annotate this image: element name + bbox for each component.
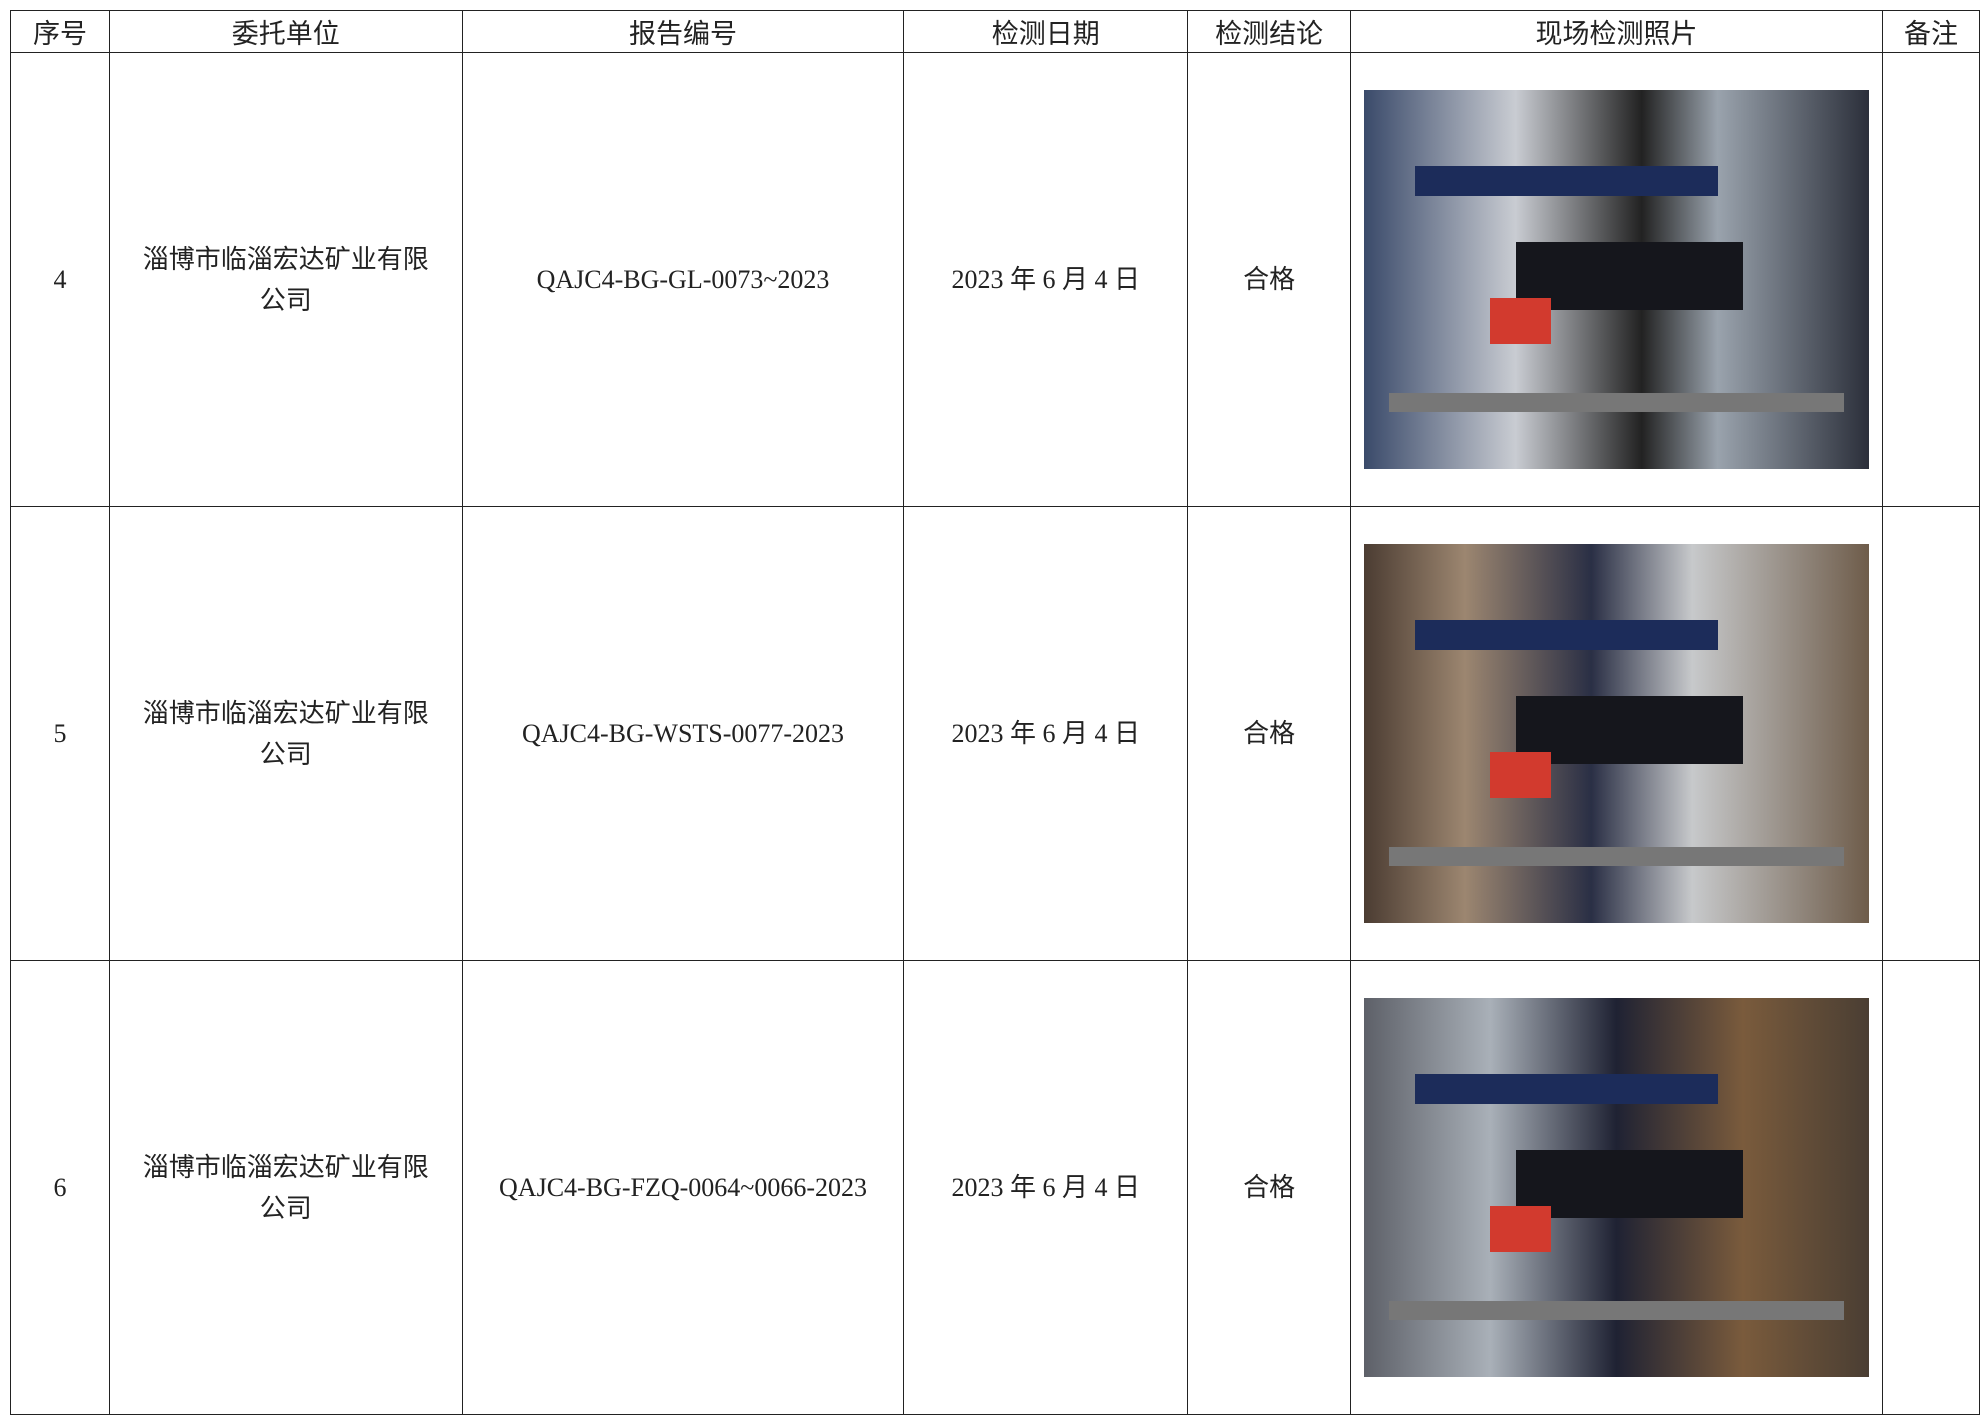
- photo-detail: [1490, 298, 1551, 344]
- table-row: 4 淄博市临淄宏达矿业有限公司 QAJC4-BG-GL-0073~2023 2023 …: [10, 52, 1980, 507]
- unit-cell: 淄博市临淄宏达矿业有限公司: [108, 506, 463, 961]
- report-table: 序号 委托单位 报告编号 检测日期 检测结论 现场检测照片 备注 4 淄博市临淄宏达矿业有限公…: [10, 10, 1980, 1415]
- conclusion-cell: 合格: [1187, 506, 1352, 961]
- column-header: 报告编号: [461, 10, 905, 53]
- photo-detail: [1490, 1206, 1551, 1252]
- photo-detail: [1389, 847, 1844, 867]
- table-row: 5 淄博市临淄宏达矿业有限公司 QAJC4-BG-WSTS-0077-2023 202…: [10, 506, 1980, 961]
- unit-cell: 淄博市临淄宏达矿业有限公司: [108, 960, 463, 1415]
- photo-detail: [1515, 241, 1743, 310]
- header-row: 序号 委托单位 报告编号 检测日期 检测结论 现场检测照片 备注: [10, 10, 1980, 53]
- index-cell: 5: [10, 506, 110, 961]
- photo-detail: [1515, 1149, 1743, 1218]
- column-header: 备注: [1882, 10, 1980, 53]
- remark-cell: [1882, 52, 1980, 507]
- site-photo: [1364, 544, 1870, 923]
- index-cell: 4: [10, 52, 110, 507]
- column-header: 委托单位: [108, 10, 463, 53]
- photo-detail: [1414, 165, 1718, 197]
- photo-detail: [1389, 1301, 1844, 1321]
- report-number-cell: QAJC4-BG-WSTS-0077-2023: [461, 506, 905, 961]
- photo-detail: [1515, 695, 1743, 764]
- report-number-cell: QAJC4-BG-FZQ-0064~0066-2023: [461, 960, 905, 1415]
- site-photo: [1364, 998, 1870, 1377]
- table-body: 4 淄博市临淄宏达矿业有限公司 QAJC4-BG-GL-0073~2023 2023 …: [10, 52, 1980, 1415]
- index-cell: 6: [10, 960, 110, 1415]
- photo-detail: [1414, 1073, 1718, 1105]
- photo-cell: [1350, 960, 1883, 1415]
- remark-cell: [1882, 506, 1980, 961]
- photo-cell: [1350, 506, 1883, 961]
- date-cell: 2023 年 6 月 4 日: [903, 506, 1189, 961]
- date-cell: 2023 年 6 月 4 日: [903, 960, 1189, 1415]
- column-header: 现场检测照片: [1350, 10, 1883, 53]
- column-header: 检测日期: [903, 10, 1189, 53]
- report-number-cell: QAJC4-BG-GL-0073~2023: [461, 52, 905, 507]
- date-cell: 2023 年 6 月 4 日: [903, 52, 1189, 507]
- table-row: 6 淄博市临淄宏达矿业有限公司 QAJC4-BG-FZQ-0064~0066-202…: [10, 960, 1980, 1415]
- unit-cell: 淄博市临淄宏达矿业有限公司: [108, 52, 463, 507]
- photo-detail: [1389, 393, 1844, 413]
- column-header: 检测结论: [1187, 10, 1352, 53]
- remark-cell: [1882, 960, 1980, 1415]
- conclusion-cell: 合格: [1187, 960, 1352, 1415]
- photo-detail: [1490, 752, 1551, 798]
- photo-cell: [1350, 52, 1883, 507]
- site-photo: [1364, 90, 1870, 469]
- column-header: 序号: [10, 10, 110, 53]
- photo-detail: [1414, 619, 1718, 651]
- conclusion-cell: 合格: [1187, 52, 1352, 507]
